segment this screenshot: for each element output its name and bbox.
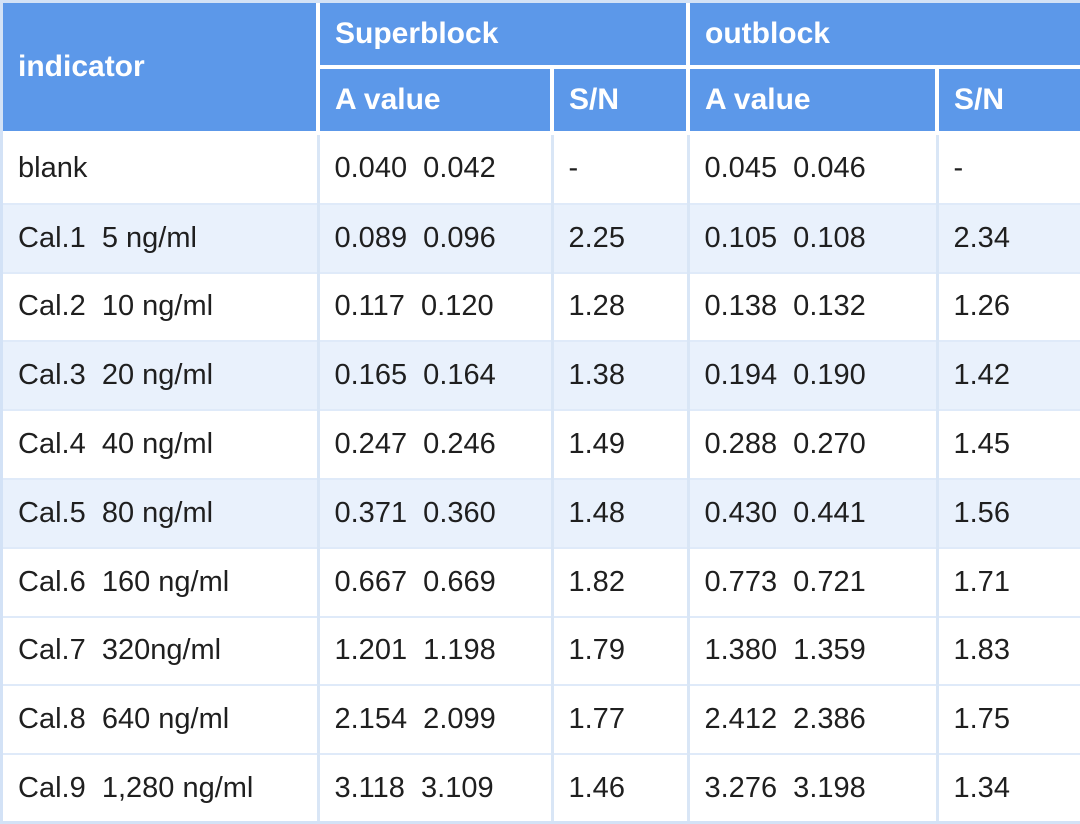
table-row: Cal.8 640 ng/ml 2.154 2.099 1.77 2.412 2…	[3, 685, 1080, 756]
outblock-sn-cell: 2.34	[937, 203, 1080, 274]
superblock-a-cell: 0.117 0.120	[318, 272, 554, 343]
superblock-sn-cell: 1.48	[552, 478, 690, 549]
superblock-a-cell: 0.667 0.669	[318, 547, 554, 618]
outblock-sn-cell: 1.34	[937, 754, 1080, 821]
outblock-a-cell: 1.380 1.359	[688, 616, 939, 687]
superblock-sn-cell: 1.77	[552, 685, 690, 756]
superblock-sn-cell: 1.49	[552, 410, 690, 480]
outblock-a-cell: 0.773 0.721	[688, 547, 939, 618]
superblock-a-cell: 0.040 0.042	[318, 133, 554, 205]
outblock-a-cell: 0.194 0.190	[688, 341, 939, 412]
outblock-a-cell: 0.288 0.270	[688, 410, 939, 480]
superblock-a-cell: 0.371 0.360	[318, 478, 554, 549]
outblock-sn-cell: 1.26	[937, 272, 1080, 343]
table-header: indicator Superblock outblock A value S/…	[3, 3, 1080, 135]
table-row: Cal.5 80 ng/ml 0.371 0.360 1.48 0.430 0.…	[3, 478, 1080, 549]
outblock-a-cell: 2.412 2.386	[688, 685, 939, 756]
superblock-sn-cell: 1.38	[552, 341, 690, 412]
header-superblock-sn: S/N	[552, 67, 690, 135]
indicator-cell: Cal.3 20 ng/ml	[3, 341, 320, 412]
outblock-sn-cell: 1.75	[937, 685, 1080, 756]
superblock-sn-cell: -	[552, 133, 690, 205]
header-outblock-sn: S/N	[937, 67, 1080, 135]
indicator-cell: blank	[3, 133, 320, 205]
outblock-a-cell: 0.430 0.441	[688, 478, 939, 549]
outblock-sn-cell: 1.71	[937, 547, 1080, 618]
table-row: Cal.1 5 ng/ml 0.089 0.096 2.25 0.105 0.1…	[3, 203, 1080, 274]
superblock-a-cell: 0.089 0.096	[318, 203, 554, 274]
superblock-sn-cell: 1.82	[552, 547, 690, 618]
table-row: Cal.9 1,280 ng/ml 3.118 3.109 1.46 3.276…	[3, 754, 1080, 821]
superblock-sn-cell: 2.25	[552, 203, 690, 274]
indicator-cell: Cal.4 40 ng/ml	[3, 410, 320, 480]
superblock-a-cell: 3.118 3.109	[318, 754, 554, 821]
table-body: blank 0.040 0.042 - 0.045 0.046 - Cal.1 …	[3, 133, 1080, 821]
table-row: Cal.3 20 ng/ml 0.165 0.164 1.38 0.194 0.…	[3, 341, 1080, 412]
superblock-a-cell: 1.201 1.198	[318, 616, 554, 687]
table-row: Cal.2 10 ng/ml 0.117 0.120 1.28 0.138 0.…	[3, 272, 1080, 343]
table-row: Cal.4 40 ng/ml 0.247 0.246 1.49 0.288 0.…	[3, 410, 1080, 480]
indicator-cell: Cal.9 1,280 ng/ml	[3, 754, 320, 821]
outblock-a-cell: 0.138 0.132	[688, 272, 939, 343]
header-indicator: indicator	[3, 3, 320, 135]
calibration-table: indicator Superblock outblock A value S/…	[3, 3, 1080, 821]
outblock-sn-cell: 1.83	[937, 616, 1080, 687]
outblock-sn-cell: 1.42	[937, 341, 1080, 412]
indicator-cell: Cal.6 160 ng/ml	[3, 547, 320, 618]
header-superblock-a-value: A value	[318, 67, 554, 135]
outblock-a-cell: 0.045 0.046	[688, 133, 939, 205]
superblock-a-cell: 0.247 0.246	[318, 410, 554, 480]
table-row: blank 0.040 0.042 - 0.045 0.046 -	[3, 133, 1080, 205]
indicator-cell: Cal.5 80 ng/ml	[3, 478, 320, 549]
table-row: Cal.6 160 ng/ml 0.667 0.669 1.82 0.773 0…	[3, 547, 1080, 618]
outblock-sn-cell: -	[937, 133, 1080, 205]
indicator-cell: Cal.1 5 ng/ml	[3, 203, 320, 274]
indicator-cell: Cal.7 320ng/ml	[3, 616, 320, 687]
outblock-sn-cell: 1.56	[937, 478, 1080, 549]
header-superblock: Superblock	[318, 3, 690, 69]
superblock-sn-cell: 1.28	[552, 272, 690, 343]
outblock-a-cell: 0.105 0.108	[688, 203, 939, 274]
outblock-a-cell: 3.276 3.198	[688, 754, 939, 821]
table-row: Cal.7 320ng/ml 1.201 1.198 1.79 1.380 1.…	[3, 616, 1080, 687]
header-sub-row: A value S/N A value S/N	[3, 67, 1080, 135]
header-outblock-a-value: A value	[688, 67, 939, 135]
header-group-row: indicator Superblock outblock	[3, 3, 1080, 135]
superblock-a-cell: 2.154 2.099	[318, 685, 554, 756]
superblock-sn-cell: 1.46	[552, 754, 690, 821]
header-outblock: outblock	[688, 3, 1080, 69]
indicator-cell: Cal.8 640 ng/ml	[3, 685, 320, 756]
outblock-sn-cell: 1.45	[937, 410, 1080, 480]
superblock-a-cell: 0.165 0.164	[318, 341, 554, 412]
superblock-sn-cell: 1.79	[552, 616, 690, 687]
indicator-cell: Cal.2 10 ng/ml	[3, 272, 320, 343]
